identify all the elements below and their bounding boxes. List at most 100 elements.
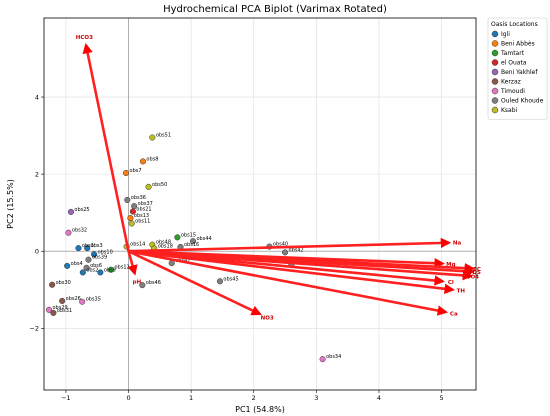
observation-point [174,234,181,241]
plot-frame [43,17,477,391]
observation-point [67,208,74,215]
observation-point [281,249,289,256]
x-tick-label: 4 [377,394,381,402]
observation-label: obs30 [56,280,71,286]
observation-point [83,264,90,271]
legend-entry: Beni Yakhlef [501,69,538,76]
legend-entry: Ksabi [501,107,518,114]
observation-label: obs46 [146,280,161,286]
loading-arrow [127,250,262,316]
observation-label: obs35 [86,297,101,303]
legend-entry: el Ouata [501,60,527,67]
observation-point [85,256,92,263]
observation-label: obs40 [273,242,288,248]
x-tick-label: 3 [314,394,318,402]
observation-point [84,245,91,252]
loading-arrow [128,249,448,316]
observation-point [128,220,135,227]
observation-point [107,266,115,273]
observation-label: obs7 [130,168,142,174]
legend: Oasis Locations Igli Beni Abbès Tamtart el … [487,17,548,120]
observation-point [189,238,197,245]
loading-arrow-label: HCO3 [76,35,93,41]
observation-label: obs34 [326,354,341,360]
observation-label: obs32 [72,228,87,234]
observation-label: obs25 [74,207,89,213]
loading-arrow [128,249,455,294]
observation-point [139,158,146,165]
observation-point [129,208,136,215]
loading-arrow [128,249,474,281]
observation-label: obs13 [134,213,149,219]
observation-label: obs45 [223,276,238,282]
y-tick-label: −2 [29,325,39,333]
legend-entry: Tamtart [500,50,525,57]
observation-label: obs16 [184,242,199,248]
observation-label: obs37 [138,201,153,207]
y-tick-label: 0 [35,248,39,256]
legend-marker [491,40,499,47]
observation-point [75,245,82,252]
observation-label: obs31 [57,308,72,314]
observation-label: obs50 [152,182,167,188]
legend-marker [491,97,499,104]
x-tick-label: 2 [252,394,256,402]
observation-point [65,229,72,236]
observation-label: obs51 [156,133,171,139]
observation-label: obs15 [181,232,196,238]
observation-point [149,134,156,141]
loading-arrow-label: Mg [446,262,455,268]
observation-point [49,281,56,288]
observation-point [50,309,57,316]
observation-point [64,262,71,269]
observation-point [124,196,131,204]
loading-arrow-label: TH [457,289,466,295]
observation-label: obs9 [104,267,116,273]
observation-point [127,215,134,222]
observation-label: obs48 [156,240,171,246]
observation-point [319,356,326,363]
observation-point [45,306,53,313]
observation-label: obs1 [82,243,94,249]
observation-label: obs44 [197,236,212,242]
observation-point [59,297,66,305]
y-axis-label: PC2 (15.5%) [6,179,15,229]
observation-point [122,169,130,177]
legend-entry: Beni Abbès [501,41,535,48]
observation-label: obs12 [114,265,129,271]
axis-ticks: −1 0 1 2 3 4 5 −2 0 2 4 [29,93,443,402]
loading-arrow-label: EC [473,267,481,273]
x-tick-label: 1 [189,394,193,402]
observation-label: obs26 [66,296,81,302]
observation-label: obs39 [92,255,107,261]
loading-arrow [82,42,130,252]
observation-point [79,298,86,305]
x-axis-label: PC1 (54.8%) [235,405,285,414]
observation-label: obs3 [91,243,103,249]
observation-label: obs18 [158,244,173,250]
y-tick-label: 4 [35,93,39,101]
loading-arrow-label: NO3 [261,316,274,322]
legend-marker [491,49,499,57]
loading-arrow-label: SO4 [467,274,480,280]
legend-box [487,17,548,120]
observation-label: obs2 [86,267,98,273]
y-tick-label: 2 [35,170,39,178]
observation-label: obs36 [131,195,146,201]
loading-arrow-label: Na [453,241,462,247]
loading-arrow-label: Ca [450,312,458,318]
legend-entry: Igli [501,31,510,38]
loading-arrow [127,250,138,276]
observation-label: obs29 [53,305,68,311]
legend-title: Oasis Locations [491,21,538,28]
observation-label: obs10 [98,249,113,255]
observation-point [139,282,146,289]
loading-arrow [128,237,452,253]
observation-point [216,278,223,285]
legend-entry: Kerzaz [501,79,521,86]
legend-marker [491,68,499,76]
legend-marker [491,78,499,85]
